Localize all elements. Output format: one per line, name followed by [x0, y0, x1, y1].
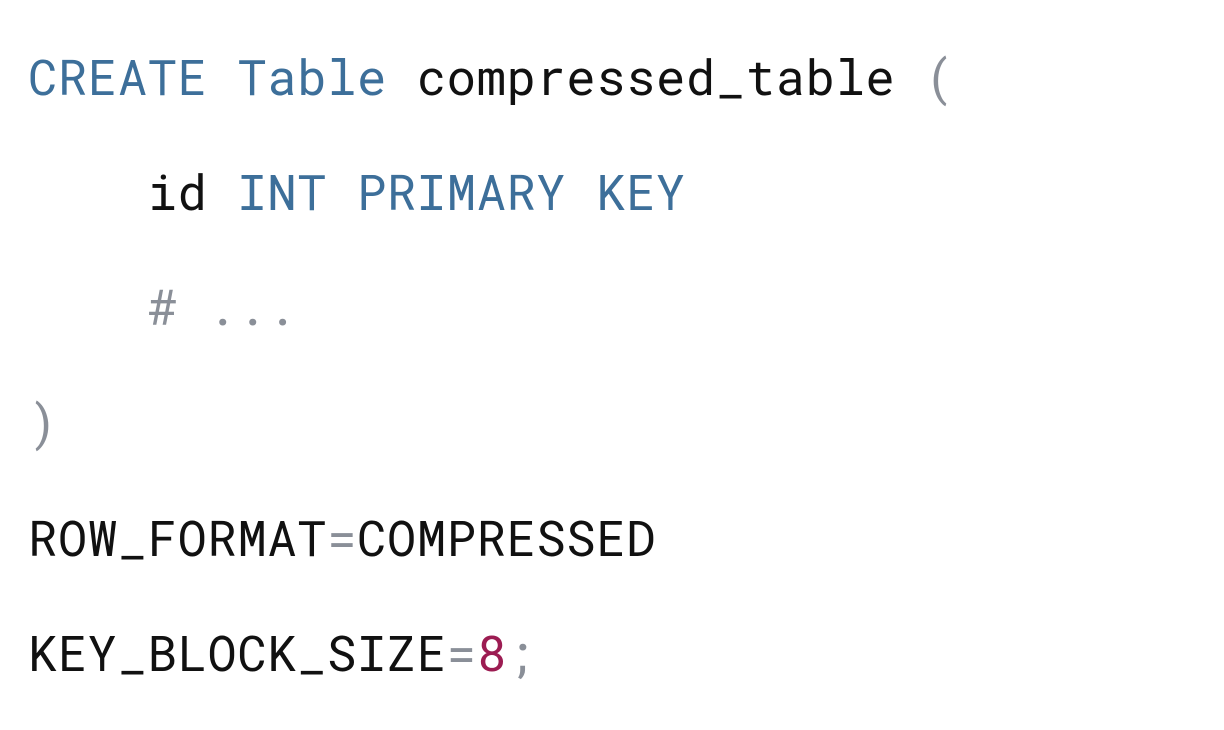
token-keyword: CREATE [28, 45, 207, 109]
code-line: CREATE Table compressed_table ( [28, 45, 955, 109]
token-identifier [207, 45, 237, 109]
token-identifier [327, 160, 357, 224]
token-number: 8 [477, 621, 507, 685]
token-punct: = [327, 506, 357, 570]
code-line: id INT PRIMARY KEY [28, 160, 686, 224]
token-identifier: KEY_BLOCK_SIZE [28, 621, 447, 685]
token-identifier [387, 45, 417, 109]
sql-code-block: CREATE Table compressed_table ( id INT P… [0, 0, 1224, 730]
token-identifier [566, 160, 596, 224]
token-comment: # ... [148, 275, 298, 339]
token-punct: ) [28, 390, 58, 454]
token-identifier [28, 160, 148, 224]
token-keyword: PRIMARY [357, 160, 566, 224]
code-line: KEY_BLOCK_SIZE=8; [28, 621, 536, 685]
token-identifier: COMPRESSED [357, 506, 656, 570]
token-identifier: id [148, 160, 208, 224]
token-keyword: INT [237, 160, 327, 224]
token-identifier [207, 160, 237, 224]
token-keyword: Table [237, 45, 387, 109]
token-punct: ( [925, 45, 955, 109]
token-punct: ; [506, 621, 536, 685]
token-identifier [28, 275, 148, 339]
token-punct: = [447, 621, 477, 685]
code-line: ) [28, 390, 58, 454]
token-identifier [895, 45, 925, 109]
token-identifier: ROW_FORMAT [28, 506, 327, 570]
code-line: ROW_FORMAT=COMPRESSED [28, 506, 656, 570]
token-keyword: KEY [596, 160, 686, 224]
code-line: # ... [28, 275, 297, 339]
token-identifier: compressed_table [417, 45, 895, 109]
